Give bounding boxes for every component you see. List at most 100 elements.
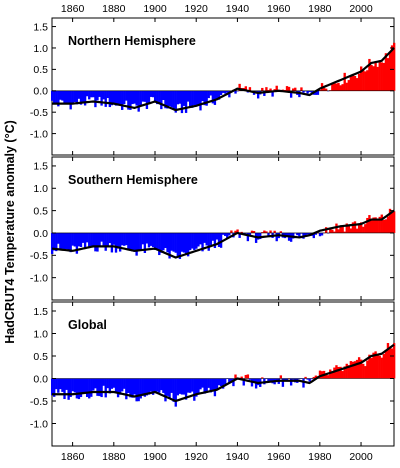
anomaly-bar <box>174 232 177 253</box>
anomaly-bar <box>53 378 56 397</box>
anomaly-bar <box>201 232 204 252</box>
anomaly-bar <box>63 378 66 400</box>
anomaly-bar <box>118 378 122 395</box>
anomaly-bar <box>127 232 130 250</box>
anomaly-bar <box>114 378 118 393</box>
anomaly-bar <box>110 90 114 106</box>
anomaly-bar <box>92 232 95 247</box>
x-tick-label-top: 1860 <box>61 3 85 15</box>
anomaly-bar <box>318 232 322 237</box>
anomaly-bar <box>213 378 217 397</box>
anomaly-bar <box>230 230 233 233</box>
anomaly-bar <box>88 90 91 100</box>
anomaly-bar <box>110 378 114 389</box>
anomaly-bar <box>308 232 311 235</box>
anomaly-bar <box>116 90 120 106</box>
anomaly-bar <box>215 90 219 99</box>
smoothed-line <box>52 47 395 112</box>
anomaly-bar <box>182 232 186 253</box>
anomaly-bar <box>166 378 169 396</box>
anomaly-bar <box>341 226 344 233</box>
x-tick-label-bottom: 1880 <box>102 451 126 463</box>
anomaly-bar <box>158 232 161 256</box>
anomaly-bar <box>224 378 227 385</box>
panel-title: Global <box>68 318 107 332</box>
anomaly-bar <box>53 232 56 251</box>
anomaly-bar <box>246 374 250 379</box>
anomaly-bar <box>53 90 56 103</box>
anomaly-bar <box>147 232 151 248</box>
anomaly-bar <box>81 90 85 104</box>
y-tick-label: -0.5 <box>30 250 48 262</box>
anomaly-bar <box>368 58 371 91</box>
anomaly-bar <box>151 232 155 248</box>
x-tick-label-bottom: 2000 <box>349 451 373 463</box>
anomaly-bar <box>207 90 210 99</box>
anomaly-bar <box>351 75 355 91</box>
anomaly-bar <box>304 376 307 379</box>
anomaly-bar <box>125 90 128 101</box>
anomaly-bar <box>215 378 219 391</box>
anomaly-bar <box>339 366 342 379</box>
anomaly-bar <box>232 378 235 387</box>
anomaly-bar <box>180 378 184 395</box>
anomaly-bar <box>174 378 177 407</box>
anomaly-bar <box>164 232 167 249</box>
anomaly-bar <box>234 90 237 94</box>
anomaly-bar <box>197 90 200 106</box>
y-tick-label: 1.5 <box>33 161 48 173</box>
anomaly-bar <box>79 90 83 105</box>
anomaly-bar <box>170 232 173 251</box>
anomaly-bar <box>362 226 365 233</box>
y-tick-label: 0.5 <box>33 351 48 363</box>
anomaly-bar <box>355 78 359 91</box>
anomaly-bar <box>141 232 144 245</box>
anomaly-bar <box>386 343 390 379</box>
anomaly-bar <box>147 378 151 395</box>
anomaly-bar <box>384 349 388 379</box>
y-axis-label: HadCRUT4 Temperature anomaly (°C) <box>3 120 17 344</box>
anomaly-bar <box>337 366 340 379</box>
anomaly-bar <box>329 228 332 233</box>
anomaly-bar <box>96 90 99 101</box>
y-tick-label: 0.5 <box>33 64 48 76</box>
anomaly-bar <box>184 232 188 255</box>
anomaly-bar <box>306 378 309 380</box>
anomaly-bar <box>189 90 192 107</box>
anomaly-bar <box>59 378 62 390</box>
anomaly-bar <box>129 232 132 251</box>
anomaly-bar <box>310 90 313 93</box>
panel-title: Southern Hemisphere <box>68 173 198 187</box>
anomaly-bar <box>304 90 307 92</box>
anomaly-bar <box>267 378 270 383</box>
anomaly-bar <box>331 229 334 233</box>
anomaly-bar <box>90 378 93 397</box>
anomaly-bar <box>69 90 72 110</box>
anomaly-bar <box>106 232 109 246</box>
anomaly-bar <box>273 230 276 233</box>
anomaly-bar <box>143 90 147 102</box>
anomaly-bar <box>271 90 274 97</box>
anomaly-bar <box>90 90 93 98</box>
anomaly-bar <box>322 87 326 91</box>
anomaly-bar <box>135 232 138 256</box>
anomaly-bar <box>217 90 221 100</box>
anomaly-bar <box>349 228 353 233</box>
anomaly-bar <box>267 232 270 236</box>
anomaly-bar <box>349 75 353 91</box>
anomaly-bar <box>368 354 371 379</box>
anomaly-bar <box>50 90 54 101</box>
anomaly-bar <box>236 229 239 233</box>
anomaly-bar <box>162 232 165 251</box>
anomaly-bar <box>100 90 103 106</box>
anomaly-bar <box>133 90 136 104</box>
anomaly-bar <box>137 378 140 402</box>
anomaly-bar <box>368 215 371 233</box>
anomaly-bar <box>174 90 177 113</box>
anomaly-bar <box>366 360 369 379</box>
anomaly-bar <box>184 90 188 113</box>
anomaly-bar <box>108 378 112 394</box>
anomaly-bar <box>71 378 74 392</box>
anomaly-bar <box>240 231 243 233</box>
anomaly-bar <box>357 73 361 91</box>
